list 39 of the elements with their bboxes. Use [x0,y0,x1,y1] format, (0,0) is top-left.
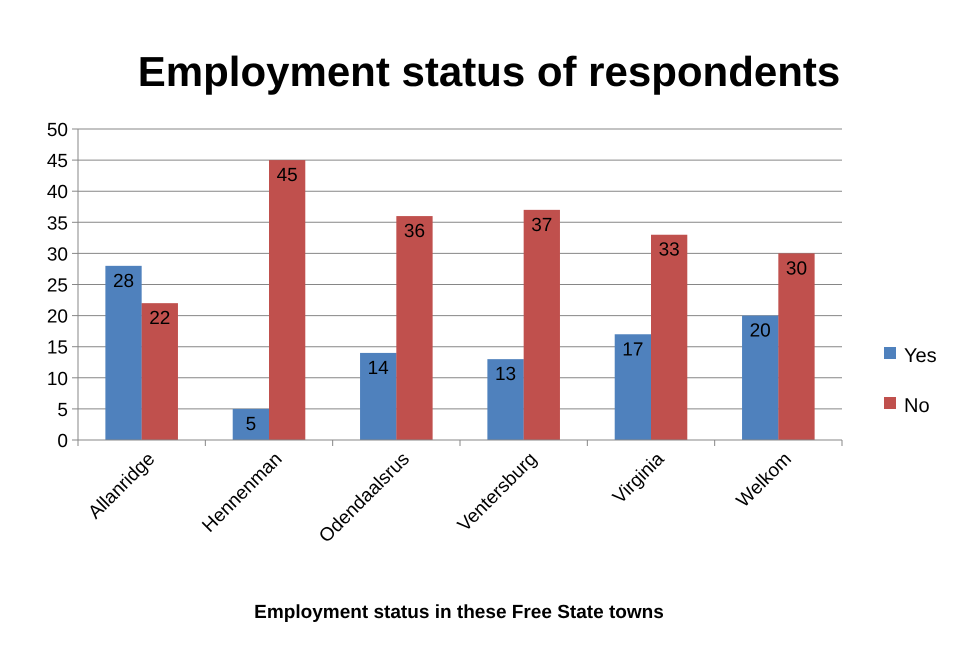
y-tick-label: 5 [57,400,68,421]
data-label: 5 [246,414,256,435]
data-label: 13 [494,364,516,386]
y-tick-label: 15 [46,338,68,359]
bar [778,253,815,440]
y-tick-label: 35 [46,213,68,234]
data-label: 28 [112,270,134,292]
y-tick-label: 20 [46,306,68,328]
data-label: 22 [149,308,170,330]
bar [105,266,142,440]
y-tick-label: 50 [46,120,68,141]
bar [742,316,778,440]
data-label: 20 [750,320,771,342]
y-tick-label: 40 [46,182,68,204]
legend-label: Yes [904,345,937,367]
bar [524,210,560,440]
y-tick-label: 30 [46,244,68,266]
data-label: 37 [531,214,552,236]
data-label: 36 [404,221,426,242]
data-label: 14 [368,358,390,379]
y-tick-label: 10 [46,368,68,390]
bar [269,160,306,440]
bar [142,303,178,440]
y-tick-label: 25 [46,276,68,296]
bar [232,408,269,440]
data-label: 33 [658,240,680,261]
bar [487,359,524,440]
data-label: 17 [622,339,644,360]
bar [614,334,651,440]
x-axis-title: Employment status in these Free State towns [254,602,664,623]
bar [651,234,688,440]
legend-label: No [904,395,930,417]
y-tick-label: 0 [57,431,68,452]
bar [396,216,433,440]
data-label: 30 [786,258,808,280]
data-label: 45 [276,165,298,186]
y-tick-label: 45 [46,151,68,172]
chart-title: Employment status of respondents [138,48,840,95]
bar [360,352,396,440]
